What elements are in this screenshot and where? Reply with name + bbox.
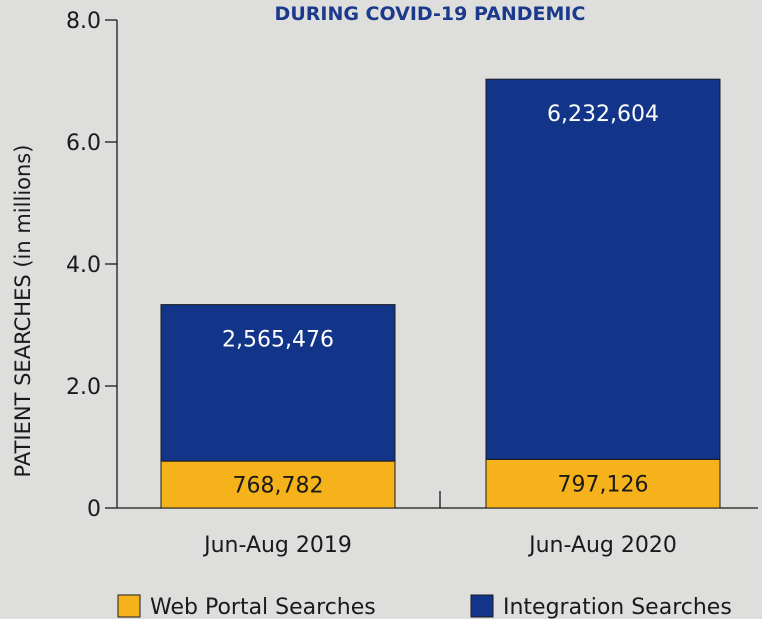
legend-label: Integration Searches <box>503 595 732 619</box>
data-label: 797,126 <box>558 473 649 498</box>
y-axis-label: PATIENT SEARCHES (in millions) <box>11 145 35 478</box>
y-tick-label: 0 <box>87 497 101 522</box>
legend-label: Web Portal Searches <box>150 595 376 619</box>
data-labels: 768,782 2,565,476 797,126 6,232,604 <box>222 102 659 498</box>
x-tick-label: Jun-Aug 2019 <box>202 533 352 558</box>
y-tick-label: 6.0 <box>66 131 101 156</box>
data-label: 6,232,604 <box>547 102 659 127</box>
y-tick-label: 4.0 <box>66 253 101 278</box>
data-label: 768,782 <box>233 474 324 499</box>
legend-swatch <box>470 594 494 618</box>
bars <box>160 78 721 509</box>
bar-segment <box>485 78 721 460</box>
bar-segment <box>485 458 721 509</box>
y-tick-label: 2.0 <box>66 375 101 400</box>
bar-segment <box>160 460 396 509</box>
chart-title: DURING COVID-19 PANDEMIC <box>275 3 586 25</box>
legend: Web Portal Searches Integration Searches <box>117 594 732 619</box>
y-tick-label: 8.0 <box>66 9 101 34</box>
bar-segment <box>160 304 396 462</box>
data-label: 2,565,476 <box>222 328 334 353</box>
legend-swatch <box>117 594 141 618</box>
x-tick-label: Jun-Aug 2020 <box>527 533 677 558</box>
axes: 0 2.0 4.0 6.0 8.0 Jun-Aug 2019 Jun-Aug 2020 <box>66 9 758 558</box>
